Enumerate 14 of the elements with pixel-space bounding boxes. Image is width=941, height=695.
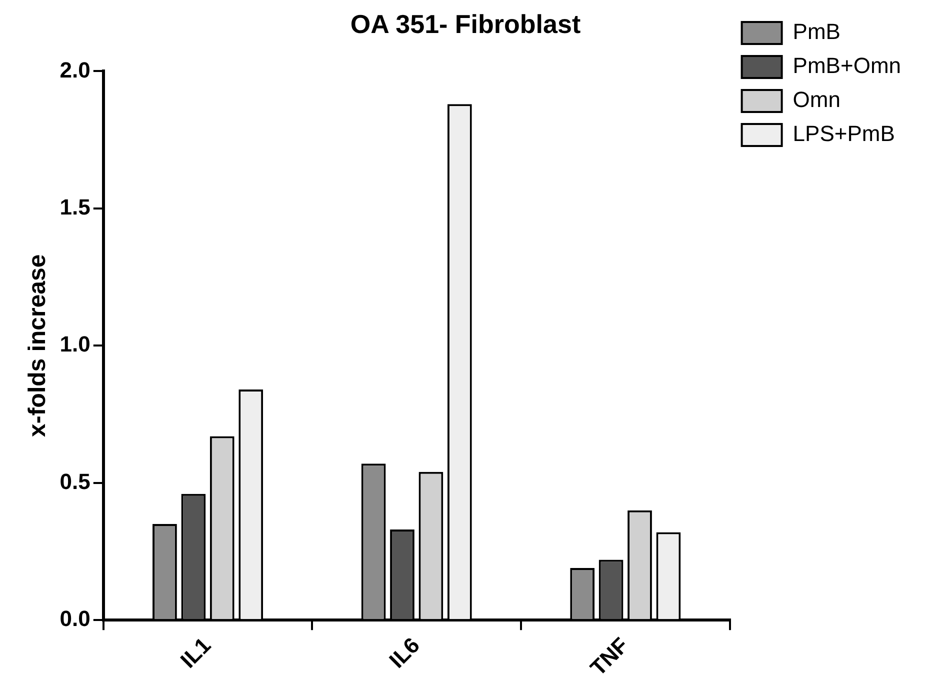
y-tick-label: 2.0 [60,57,90,82]
legend-label: Omn [792,87,840,112]
x-tick-label: IL1 [175,632,216,673]
y-axis-title: x-folds increase [24,254,52,438]
y-tick-label: 1.5 [60,194,90,220]
legend-label: PmB+Omn [792,53,902,78]
x-tick-label: IL6 [384,632,424,673]
legend-label: PmB [792,19,840,44]
y-tick-label: 1.0 [60,332,90,357]
y-tick-label: 0.0 [60,606,90,632]
y-tick-label: 0.5 [60,468,90,494]
x-tick-label: TNF [585,632,634,680]
chart-title: OA 351- Fibroblast [350,8,581,39]
legend-label: LPS+PmB [792,121,895,146]
